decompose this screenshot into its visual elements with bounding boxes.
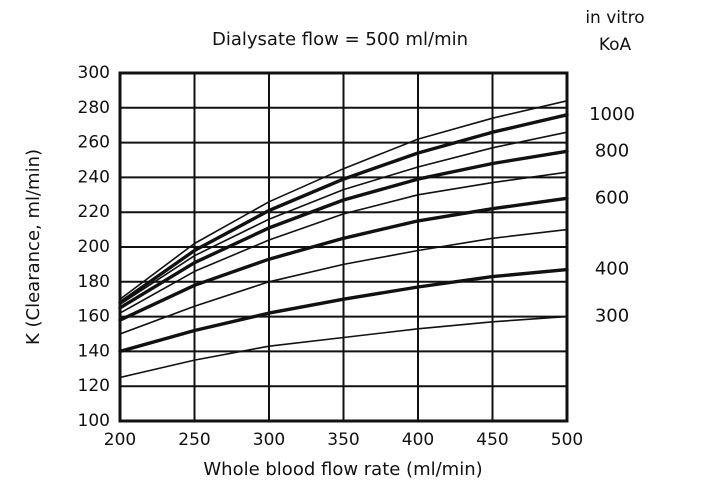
legend-label: 400 <box>595 259 629 280</box>
legend-label: 800 <box>595 140 629 161</box>
legend-label: 300 <box>595 306 629 327</box>
curve <box>119 228 568 335</box>
y-axis-label: K (Clearance, ml/min) <box>23 149 44 345</box>
chart-title: Dialysate flow = 500 ml/min <box>212 29 468 50</box>
x-tick-label: 500 <box>551 430 583 450</box>
curve <box>118 196 569 322</box>
legend-label: 600 <box>595 187 629 208</box>
y-tick-label: 160 <box>78 307 110 327</box>
plot-frame <box>118 71 569 423</box>
x-tick-label: 300 <box>253 430 285 450</box>
curve <box>119 171 568 314</box>
y-tick-label: 100 <box>78 411 110 431</box>
y-tick-label: 280 <box>78 98 110 118</box>
legend-label: 1000 <box>589 104 635 125</box>
x-tick-label: 450 <box>476 430 508 450</box>
curve <box>118 267 569 354</box>
x-tick-label: 350 <box>327 430 359 450</box>
curve <box>119 100 568 300</box>
y-tick-label: 140 <box>78 341 110 361</box>
y-tick-label: 220 <box>78 202 110 222</box>
x-axis-label: Whole blood flow rate (ml/min) <box>203 459 482 480</box>
x-tick-label: 250 <box>178 430 210 450</box>
y-tick-label: 300 <box>78 63 110 83</box>
legend-title: in vitro <box>585 8 644 28</box>
y-tick-label: 200 <box>78 237 110 257</box>
y-tick-label: 240 <box>78 167 110 187</box>
curve <box>119 131 568 306</box>
curve <box>118 149 569 310</box>
legend-title: KoA <box>599 35 632 55</box>
y-tick-label: 260 <box>78 133 110 153</box>
curve <box>118 113 569 305</box>
y-tick-label: 120 <box>78 376 110 396</box>
y-tick-label: 180 <box>78 272 110 292</box>
x-tick-label: 400 <box>402 430 434 450</box>
curve <box>119 315 568 379</box>
x-tick-label: 200 <box>104 430 136 450</box>
